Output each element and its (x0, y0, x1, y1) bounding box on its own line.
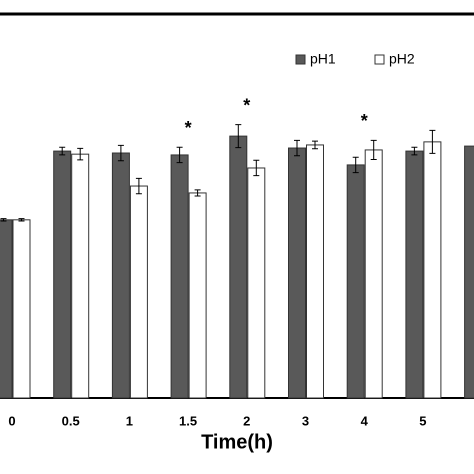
bar (364, 149, 383, 399)
error-bar (370, 139, 377, 161)
error-bar (411, 146, 418, 156)
error-bar (235, 124, 242, 149)
bar (464, 145, 474, 399)
bar (12, 219, 31, 399)
error-bar (429, 129, 436, 154)
error-bar (77, 147, 84, 161)
x-tick-label: 0 (8, 413, 15, 428)
error-bar (312, 140, 318, 150)
error-bar (176, 146, 183, 164)
bar (188, 192, 207, 399)
bar (129, 185, 148, 399)
x-tick-label: 2 (243, 413, 250, 428)
error-bar (0, 218, 7, 222)
significance-marker: * (243, 95, 250, 115)
legend-label: pH1 (310, 51, 336, 67)
error-bar (253, 159, 260, 177)
bar (247, 167, 266, 399)
bar (346, 164, 365, 399)
bar (53, 150, 72, 399)
x-tick-label: 4 (361, 413, 369, 428)
bar (229, 135, 248, 399)
x-tick-label: 5 (419, 413, 426, 428)
error-bar (59, 146, 66, 156)
bar (306, 144, 324, 399)
error-bar (117, 144, 124, 162)
x-tick-label: 0.5 (62, 413, 80, 428)
bar (0, 219, 13, 399)
x-axis-title: Time(h) (201, 431, 273, 453)
bar (111, 152, 130, 399)
bar (71, 153, 90, 399)
legend-label: pH2 (389, 51, 415, 67)
error-bar (352, 156, 359, 174)
error-bar (135, 177, 142, 195)
x-tick-label: 1.5 (179, 413, 197, 428)
error-bar (294, 139, 300, 157)
x-tick-label: 3 (302, 413, 309, 428)
bar (288, 147, 306, 399)
x-tick-label: 1 (126, 413, 133, 428)
significance-marker: * (185, 118, 192, 138)
bar (170, 154, 189, 399)
error-bar (18, 218, 25, 222)
legend-swatch (295, 54, 306, 65)
error-bar (194, 189, 201, 197)
bar (423, 141, 442, 399)
significance-marker: * (361, 111, 368, 131)
legend-swatch (374, 54, 385, 65)
bar (405, 150, 424, 399)
